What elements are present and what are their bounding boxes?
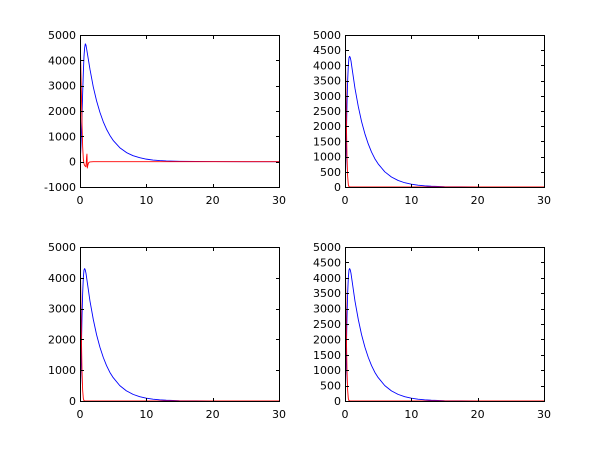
plot-lines [80, 247, 279, 401]
y-tick-label: 3500 [313, 287, 341, 300]
y-tick-label: 5000 [313, 241, 341, 254]
y-tick-label: 0 [334, 181, 341, 194]
y-tick-label: 2000 [48, 333, 76, 346]
y-tick-label: 2500 [313, 105, 341, 118]
y-tick-label: 0 [69, 156, 76, 169]
axes-box [80, 35, 280, 188]
x-tick-label: 20 [206, 194, 220, 207]
y-tick-label: 2500 [313, 318, 341, 331]
x-tick-label: 30 [272, 408, 286, 421]
y-tick-label: 1500 [313, 349, 341, 362]
y-tick-label: 3500 [313, 75, 341, 88]
y-tick-label: 2000 [313, 333, 341, 346]
subplot-2: 0 10 20 30 0 500 1000 1500 2000 2500 3000 3500 4000 4… [313, 29, 551, 207]
subplot-4: 0 10 20 30 0 500 1000 1500 2000 2500 3000 3500 4000 4… [313, 241, 551, 421]
x-tick-label: 20 [471, 194, 485, 207]
red-series-line [80, 247, 279, 401]
y-tick-label: 4000 [48, 272, 76, 285]
y-tick-label: 3000 [313, 90, 341, 103]
red-series-line [345, 247, 544, 401]
x-tick-label: 30 [537, 194, 551, 207]
plot-lines [345, 247, 544, 401]
y-tick-label: 0 [334, 395, 341, 408]
y-tick-label: 1000 [313, 151, 341, 164]
y-tick-label: 5000 [48, 29, 76, 42]
y-tick-label: 2000 [313, 120, 341, 133]
x-tick-label: 0 [342, 194, 349, 207]
x-tick-label: 10 [139, 194, 153, 207]
y-tick-label: 4000 [313, 59, 341, 72]
x-tick-label: 30 [537, 408, 551, 421]
y-tick-label: 0 [69, 395, 76, 408]
y-tick-label: 1500 [313, 135, 341, 148]
y-tick-label: 4500 [313, 256, 341, 269]
plot-lines [80, 35, 279, 169]
blue-series-line [80, 43, 279, 163]
x-tick-label: 10 [139, 408, 153, 421]
y-tick-label: 4000 [48, 54, 76, 67]
y-tick-label: 1000 [48, 364, 76, 377]
blue-series-line [80, 268, 279, 401]
axes-box [345, 35, 545, 188]
y-tick-label: 5000 [313, 29, 341, 42]
y-tick-label: 500 [320, 166, 341, 179]
x-tick-label: 20 [206, 408, 220, 421]
y-tick-label: 5000 [48, 241, 76, 254]
blue-series-line [345, 268, 544, 401]
x-tick-label: 30 [272, 194, 286, 207]
y-tick-label: 3000 [313, 303, 341, 316]
y-tick-label: 1000 [48, 130, 76, 143]
y-tick-label: 500 [320, 380, 341, 393]
y-tick-label: 3000 [48, 303, 76, 316]
y-tick-label: 4000 [313, 272, 341, 285]
x-tick-label: 0 [77, 408, 84, 421]
red-series-line [345, 35, 544, 187]
y-tick-label: 3000 [48, 80, 76, 93]
y-tick-label: 4500 [313, 44, 341, 57]
axes-box [345, 247, 545, 402]
axes-box [80, 247, 280, 402]
blue-series-line [345, 55, 544, 187]
y-tick-label: -1000 [44, 181, 76, 194]
x-tick-label: 0 [342, 408, 349, 421]
y-tick-label: 2000 [48, 105, 76, 118]
plot-lines [345, 35, 544, 187]
x-tick-label: 10 [404, 408, 418, 421]
x-tick-label: 0 [77, 194, 84, 207]
x-tick-label: 20 [471, 408, 485, 421]
subplot-3: 0 10 20 30 0 1000 2000 3000 4000 5000 [48, 241, 286, 421]
x-tick-label: 10 [404, 194, 418, 207]
y-tick-label: 1000 [313, 364, 341, 377]
red-series-line [80, 35, 279, 169]
